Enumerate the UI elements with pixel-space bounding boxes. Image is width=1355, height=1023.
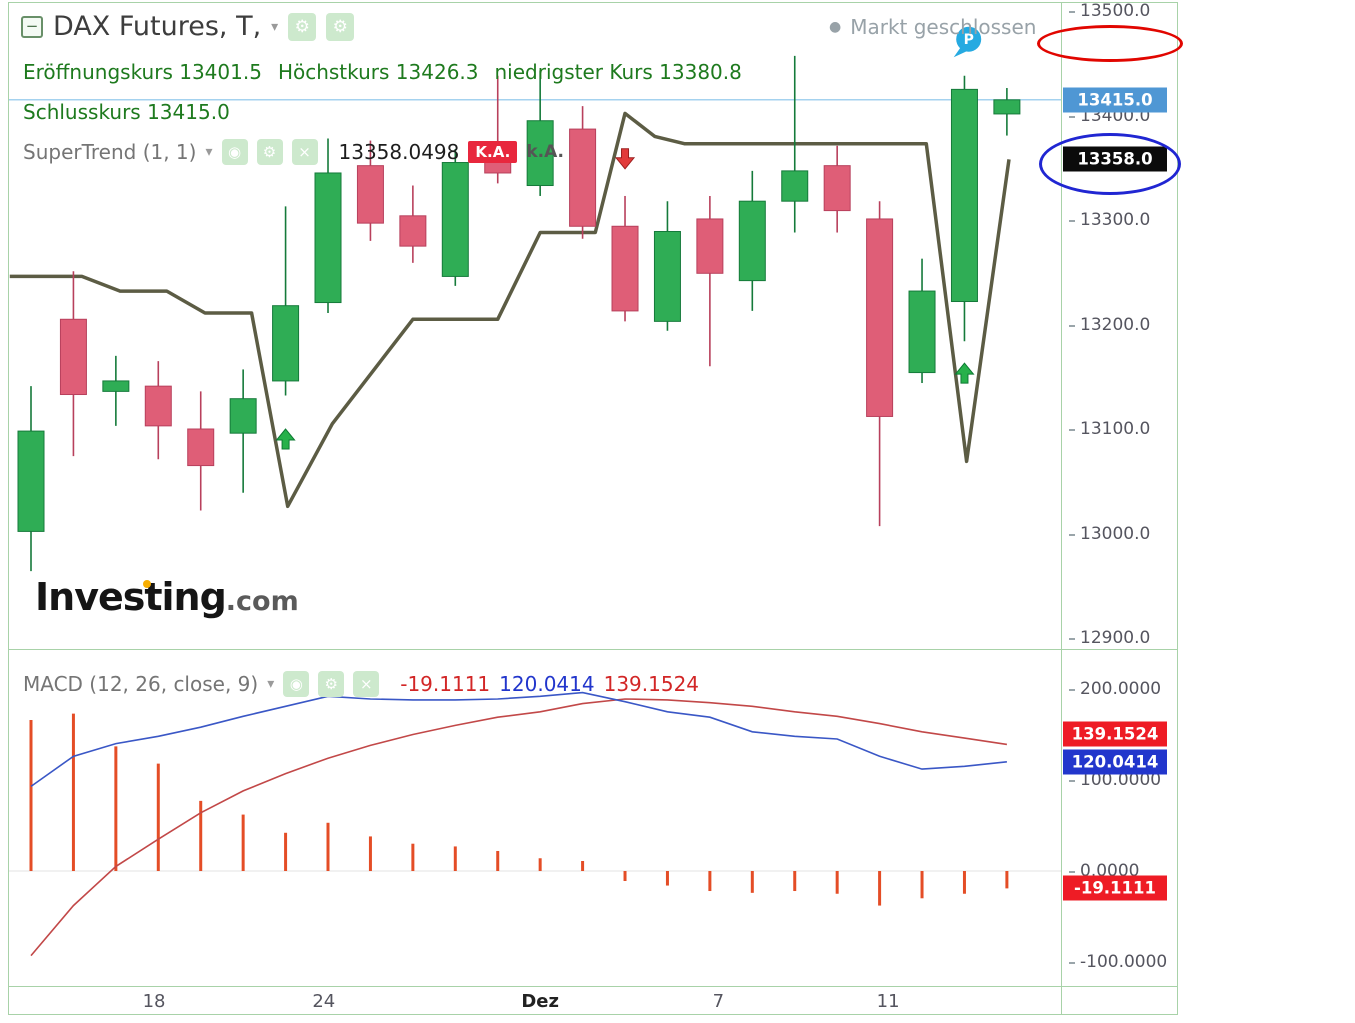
supertrend-na-text: k.A. bbox=[526, 142, 565, 162]
candle[interactable] bbox=[653, 201, 681, 331]
investing-logo: Investing.com bbox=[35, 575, 299, 619]
price-tick-label: 13000.0 bbox=[1069, 524, 1150, 544]
status-dot-icon: ● bbox=[829, 19, 842, 35]
market-status: ● Markt geschlossen bbox=[829, 15, 1036, 39]
candle[interactable] bbox=[696, 195, 724, 367]
title-caret-icon[interactable]: ▾ bbox=[271, 18, 279, 35]
candle[interactable] bbox=[484, 75, 512, 184]
macd-label: MACD (12, 26, close, 9) bbox=[23, 672, 259, 696]
svg-text:P: P bbox=[964, 32, 974, 48]
candle[interactable] bbox=[102, 355, 130, 426]
logo-text: Investing bbox=[35, 575, 227, 619]
x-axis-label: 7 bbox=[712, 991, 725, 1012]
macd-signal-line bbox=[30, 698, 1008, 957]
candle[interactable] bbox=[144, 361, 172, 460]
x-axis-label: 24 bbox=[312, 991, 336, 1012]
chart-settings-button[interactable]: ⚙ bbox=[288, 12, 317, 41]
candle[interactable] bbox=[908, 258, 936, 384]
annotation-blue-ellipse bbox=[1039, 133, 1181, 195]
down-arrow-signal-icon bbox=[614, 148, 636, 170]
candle[interactable] bbox=[314, 138, 342, 314]
macd-chart-canvas[interactable] bbox=[9, 649, 1061, 986]
candle[interactable] bbox=[738, 170, 766, 311]
logo-domain: .com bbox=[225, 586, 299, 617]
chart-title: DAX Futures, T, bbox=[53, 11, 262, 42]
candle[interactable] bbox=[272, 206, 300, 396]
chart-widget: P 13500.0 13400.0 13300.0 13200.0 13100.0 130… bbox=[8, 1, 1183, 1015]
supertrend-value: 13358.0498 bbox=[338, 140, 460, 164]
price-tick-label: 13200.0 bbox=[1069, 315, 1150, 335]
collapse-button[interactable]: − bbox=[21, 15, 43, 38]
chart-tools-button[interactable]: ⚙ bbox=[326, 12, 355, 41]
macd-hist-value: -19.1111 bbox=[400, 672, 491, 696]
candle[interactable] bbox=[187, 391, 215, 511]
macd-main-line bbox=[30, 691, 1007, 788]
macd-signal-value: 139.1524 bbox=[603, 672, 700, 696]
macd-line-value: 120.0414 bbox=[499, 672, 595, 696]
candle[interactable] bbox=[569, 106, 597, 239]
candle[interactable] bbox=[781, 55, 809, 233]
annotation-red-ellipse bbox=[1037, 25, 1183, 62]
price-tick-label: 13300.0 bbox=[1069, 210, 1150, 230]
supertrend-na-badge: K.A. bbox=[468, 141, 518, 163]
candle[interactable] bbox=[229, 369, 257, 493]
price-chart-canvas[interactable]: P bbox=[9, 3, 1061, 649]
macd-remove-button[interactable]: × bbox=[353, 671, 380, 697]
x-axis-label: 11 bbox=[876, 991, 900, 1012]
yaxis-divider bbox=[1061, 3, 1062, 1015]
price-tick-label: 13500.0 bbox=[1069, 1, 1150, 21]
supertrend-remove-button[interactable]: × bbox=[291, 139, 318, 165]
candle[interactable] bbox=[950, 75, 978, 342]
candle[interactable] bbox=[823, 145, 851, 233]
high-price-label: Höchstkurs 13426.3 bbox=[277, 60, 479, 84]
macd-caret-icon[interactable]: ▾ bbox=[267, 676, 275, 692]
xaxis-divider bbox=[9, 986, 1177, 987]
supertrend-visibility-button[interactable]: ◉ bbox=[221, 139, 248, 165]
price-tick-label: 13100.0 bbox=[1069, 419, 1150, 439]
last-price-badge: 13415.0 bbox=[1063, 87, 1167, 113]
open-price-label: Eröffnungskurs 13401.5 bbox=[23, 60, 262, 84]
candle[interactable] bbox=[399, 185, 427, 263]
macd-line-badge: 120.0414 bbox=[1063, 749, 1167, 775]
position-pin[interactable]: P bbox=[953, 26, 982, 58]
macd-tick-label: 200.0000 bbox=[1069, 679, 1161, 699]
up-arrow-signal-icon bbox=[275, 428, 296, 450]
up-arrow-signal-icon bbox=[954, 362, 975, 384]
close-price-label: Schlusskurs 13415.0 bbox=[23, 100, 230, 124]
supertrend-label: SuperTrend (1, 1) bbox=[23, 140, 197, 164]
price-tick-label: 12900.0 bbox=[1069, 628, 1150, 648]
macd-tick-label: -100.0000 bbox=[1069, 952, 1167, 972]
x-axis-label: Dez bbox=[521, 991, 559, 1012]
logo-dot-icon bbox=[143, 580, 151, 588]
x-axis-label: 18 bbox=[142, 991, 166, 1012]
macd-signal-badge: 139.1524 bbox=[1063, 721, 1167, 747]
candle[interactable] bbox=[866, 201, 894, 527]
low-price-label: niedrigster Kurs 13380.8 bbox=[494, 60, 742, 84]
candle[interactable] bbox=[526, 70, 554, 196]
supertrend-caret-icon[interactable]: ▾ bbox=[205, 144, 213, 160]
macd-settings-button[interactable]: ⚙ bbox=[318, 671, 345, 697]
candle[interactable] bbox=[993, 88, 1021, 136]
candle[interactable] bbox=[356, 140, 384, 241]
macd-hist-badge: -19.1111 bbox=[1063, 875, 1167, 901]
candle[interactable] bbox=[59, 271, 87, 457]
candle[interactable] bbox=[17, 386, 45, 572]
status-text: Markt geschlossen bbox=[850, 15, 1037, 39]
supertrend-line bbox=[9, 111, 1011, 509]
supertrend-settings-button[interactable]: ⚙ bbox=[256, 139, 283, 165]
panel-divider bbox=[9, 649, 1177, 650]
macd-visibility-button[interactable]: ◉ bbox=[283, 671, 310, 697]
candle[interactable] bbox=[441, 148, 469, 286]
candle[interactable] bbox=[611, 195, 639, 322]
